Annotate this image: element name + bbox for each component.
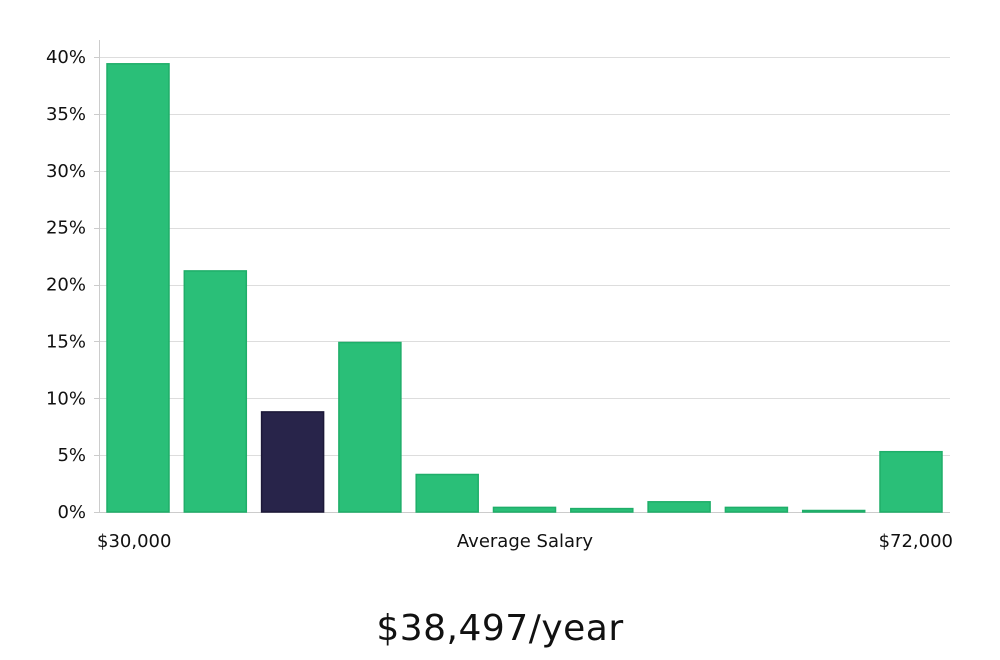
x-min-label: $30,000: [97, 531, 171, 552]
y-tick-label: 5%: [57, 445, 86, 466]
y-tick-label: 15%: [46, 331, 86, 352]
bar: [570, 507, 634, 513]
bar: [183, 270, 248, 513]
y-tick-label: 40%: [46, 47, 86, 68]
bar: [492, 506, 557, 513]
y-axis-ticks: 0% 5% 10% 15% 20% 25% 30% 35% 40%: [46, 47, 100, 523]
y-tick-label: 30%: [46, 161, 86, 182]
bar-highlighted: [260, 411, 325, 513]
y-tick-label: 20%: [46, 275, 86, 296]
bar: [647, 501, 711, 513]
salary-distribution-chart: 0% 5% 10% 15% 20% 25% 30% 35% 40% $30,000 Averag…: [46, 40, 953, 552]
bar: [724, 506, 789, 513]
y-tick-label: 0%: [57, 502, 86, 523]
average-salary-value: $38,497/year: [376, 608, 624, 649]
y-tick-label: 25%: [46, 218, 86, 239]
x-axis-title: Average Salary: [457, 531, 594, 552]
y-tick-label: 10%: [46, 388, 86, 409]
y-tick-label: 35%: [46, 104, 86, 125]
bar: [338, 341, 402, 513]
bar: [879, 450, 943, 513]
x-max-label: $72,000: [879, 531, 953, 552]
bar: [415, 473, 479, 513]
bars: [106, 63, 943, 513]
bar: [801, 509, 866, 513]
bar: [106, 63, 170, 513]
